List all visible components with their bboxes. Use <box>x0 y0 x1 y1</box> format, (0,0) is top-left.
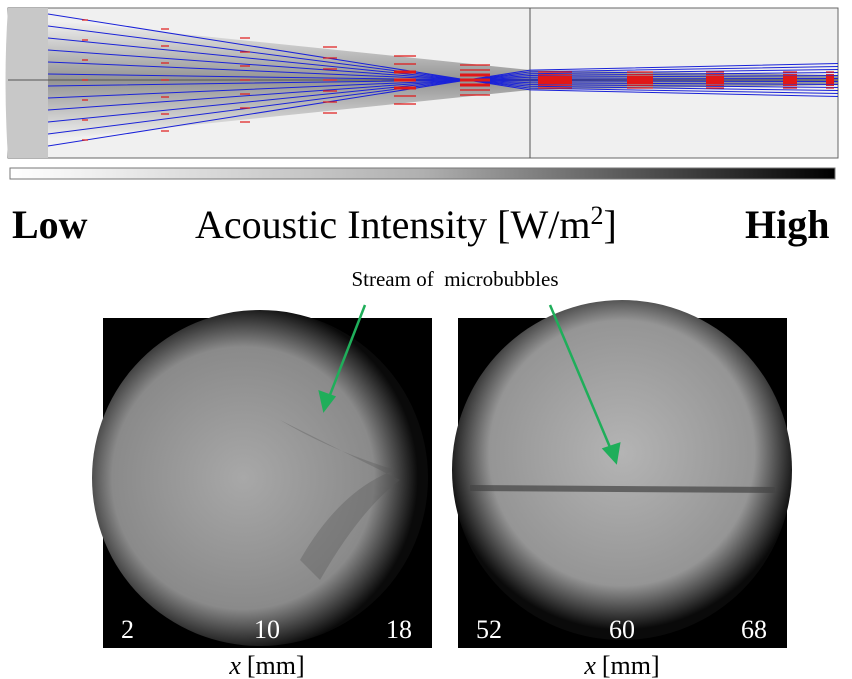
bubble-stream <box>469 485 776 493</box>
tick-label: 68 <box>741 615 767 644</box>
annotation: Stream of microbubbles <box>351 267 558 291</box>
ray <box>47 25 839 94</box>
ray <box>47 66 839 135</box>
arrow <box>548 304 614 453</box>
label-sup: 2 <box>590 201 603 230</box>
arrow-head <box>601 442 621 465</box>
photo <box>452 300 792 640</box>
ray <box>47 72 839 111</box>
axis-var: x <box>228 651 241 679</box>
colorbar-high: High <box>745 202 829 247</box>
colorbar <box>9 167 836 180</box>
tick-label: 18 <box>386 615 412 644</box>
transducer <box>5 8 48 158</box>
ray <box>47 63 839 147</box>
ray <box>47 73 839 82</box>
tick-label: 2 <box>121 615 134 644</box>
ray <box>47 13 839 97</box>
colorbar-low: Low <box>12 202 88 247</box>
ray <box>47 69 839 123</box>
tick-label: 10 <box>254 615 280 644</box>
axis-var: x <box>583 651 596 679</box>
ray <box>47 37 839 91</box>
axis-label: x [mm] <box>228 651 304 679</box>
rays <box>47 13 839 147</box>
ray <box>47 61 839 85</box>
label-text: Acoustic Intensity [W/m <box>195 202 590 247</box>
arrow <box>326 304 367 401</box>
photo <box>92 310 428 646</box>
bubble-stream <box>280 420 400 580</box>
label-end: ] <box>603 202 616 247</box>
ray <box>47 49 839 88</box>
axis-unit: [mm] <box>602 651 660 679</box>
ray <box>47 75 839 99</box>
axis-label: x [mm] <box>583 651 659 679</box>
tick-label: 52 <box>476 615 502 644</box>
axis-unit: [mm] <box>247 651 305 679</box>
arrows <box>318 304 621 465</box>
ray <box>47 78 839 87</box>
tick-label: 60 <box>609 615 635 644</box>
colorbar-label: Acoustic Intensity [W/m2] <box>195 201 617 247</box>
force-arrows <box>82 19 834 141</box>
arrow-head <box>318 390 337 413</box>
